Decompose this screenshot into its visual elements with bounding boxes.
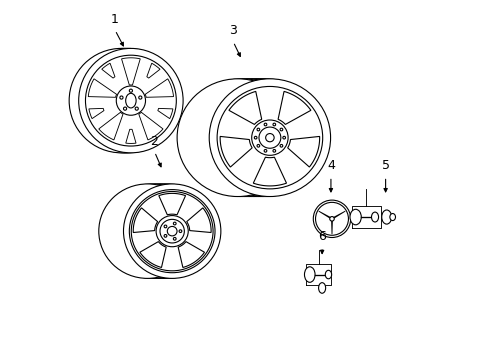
Ellipse shape [103,184,201,278]
Ellipse shape [79,48,183,153]
Ellipse shape [116,86,145,115]
Ellipse shape [123,184,221,278]
Polygon shape [88,79,116,97]
Circle shape [257,128,259,131]
Text: 4: 4 [326,159,334,172]
Circle shape [280,144,282,147]
Circle shape [254,136,257,139]
Ellipse shape [131,192,213,271]
Ellipse shape [113,184,210,278]
Polygon shape [145,79,173,97]
Ellipse shape [381,210,391,224]
Ellipse shape [160,219,184,243]
Circle shape [135,107,138,110]
Circle shape [280,128,282,131]
Polygon shape [330,211,345,220]
Ellipse shape [72,48,176,153]
Polygon shape [287,136,319,167]
Polygon shape [158,108,173,119]
Circle shape [173,222,176,225]
Polygon shape [89,108,104,119]
Polygon shape [220,136,252,167]
Text: 3: 3 [229,24,237,37]
Ellipse shape [204,79,325,197]
Text: 1: 1 [111,13,119,26]
Circle shape [272,123,275,126]
Ellipse shape [251,120,287,155]
Ellipse shape [125,93,136,108]
Ellipse shape [217,86,322,189]
Circle shape [179,230,182,233]
Polygon shape [178,242,204,267]
Polygon shape [331,217,332,234]
Polygon shape [140,242,166,267]
Ellipse shape [265,134,274,142]
Ellipse shape [108,184,205,278]
Polygon shape [125,129,136,143]
Ellipse shape [200,79,321,197]
Circle shape [329,217,334,221]
Polygon shape [122,58,140,85]
Circle shape [123,107,126,110]
Circle shape [257,144,259,147]
Ellipse shape [186,79,307,197]
Ellipse shape [85,55,176,146]
Polygon shape [146,63,160,78]
Ellipse shape [325,270,331,279]
Circle shape [164,225,166,228]
Circle shape [282,136,285,139]
Ellipse shape [389,213,395,221]
Ellipse shape [259,127,280,148]
Circle shape [139,96,142,99]
Ellipse shape [177,79,298,197]
Ellipse shape [195,79,316,197]
Polygon shape [139,112,163,140]
Polygon shape [318,211,333,220]
Ellipse shape [313,200,350,238]
Ellipse shape [129,190,215,273]
Ellipse shape [371,212,378,222]
Polygon shape [186,208,211,233]
Polygon shape [102,63,115,78]
Ellipse shape [99,184,196,278]
Circle shape [129,89,132,92]
Text: 6: 6 [318,230,325,243]
Polygon shape [253,157,286,186]
Polygon shape [228,91,261,125]
Polygon shape [99,112,123,140]
Ellipse shape [182,79,303,197]
Ellipse shape [156,216,188,247]
Ellipse shape [315,202,348,235]
Circle shape [264,149,266,152]
Ellipse shape [118,184,216,278]
Polygon shape [278,91,310,125]
Ellipse shape [190,79,312,197]
Circle shape [120,96,123,99]
Ellipse shape [75,48,180,153]
Polygon shape [133,208,157,233]
Ellipse shape [318,283,325,293]
Ellipse shape [69,48,173,153]
Circle shape [264,123,266,126]
Text: 5: 5 [381,159,389,172]
Ellipse shape [349,209,361,225]
Ellipse shape [167,226,177,236]
Ellipse shape [304,267,314,282]
Circle shape [164,234,166,237]
Circle shape [272,149,275,152]
Polygon shape [159,193,185,215]
Ellipse shape [209,79,330,197]
Text: 2: 2 [150,135,158,148]
Circle shape [173,238,176,240]
